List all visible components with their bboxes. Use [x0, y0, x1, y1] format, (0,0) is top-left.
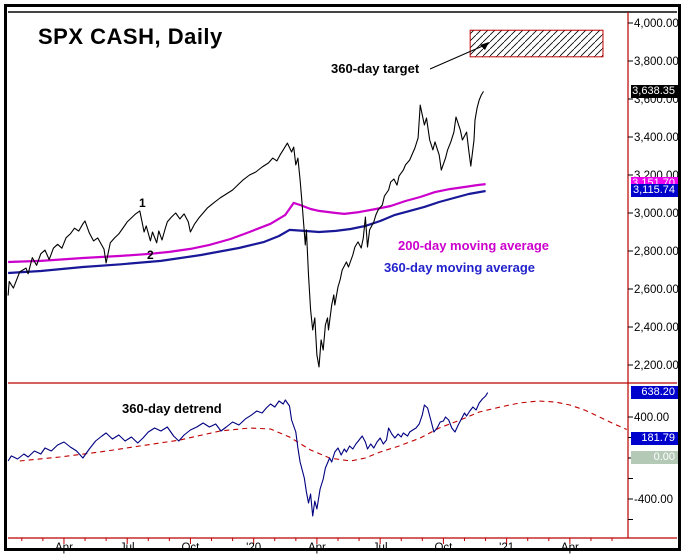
y-axis-label-upper: 3,400.00 — [634, 132, 679, 144]
y-axis-label-upper: 4,000.00 — [634, 18, 679, 30]
ma360-value-badge: 3,115.74 — [631, 184, 678, 197]
price-line — [7, 91, 484, 368]
y-axis-label-upper: 2,200.00 — [634, 360, 679, 372]
y-axis-label-lower: 400.00 — [634, 412, 669, 424]
detrend-value-badge: 181.79 — [631, 432, 678, 445]
ma360-line — [8, 189, 486, 275]
chart-title: SPX CASH, Daily — [38, 24, 223, 49]
detrend-line — [7, 392, 489, 517]
detrend-panel-label: 360-day detrend — [122, 401, 222, 416]
wave-count-2-label: 2 — [147, 248, 154, 262]
chart-frame — [4, 4, 681, 551]
target-box — [469, 29, 604, 58]
detrend-zero-badge: 0.00 — [631, 451, 678, 464]
last-price-badge: 3,638.35 — [631, 85, 678, 98]
detrend-projection-badge: 638.20 — [631, 386, 678, 399]
y-axis-label-upper: 3,000.00 — [634, 208, 679, 220]
y-axis-label-upper: 2,800.00 — [634, 246, 679, 258]
wave-count-1-label: 1 — [139, 196, 146, 210]
y-axis-label-upper: 2,400.00 — [634, 322, 679, 334]
detrend-projection-line — [19, 400, 628, 462]
y-axis-label-lower: -400.00 — [634, 494, 673, 506]
ma200-line — [8, 183, 486, 264]
y-axis-label-upper: 2,600.00 — [634, 284, 679, 296]
legend-360day-ma: 360-day moving average — [384, 260, 536, 275]
y-axis-label-upper: 3,800.00 — [634, 56, 679, 68]
legend-200day-ma: 200-day moving average — [398, 238, 550, 253]
target-arrow-head — [480, 42, 489, 50]
target-arrow-line — [429, 44, 486, 70]
target-annotation-label: 360-day target — [331, 61, 420, 76]
